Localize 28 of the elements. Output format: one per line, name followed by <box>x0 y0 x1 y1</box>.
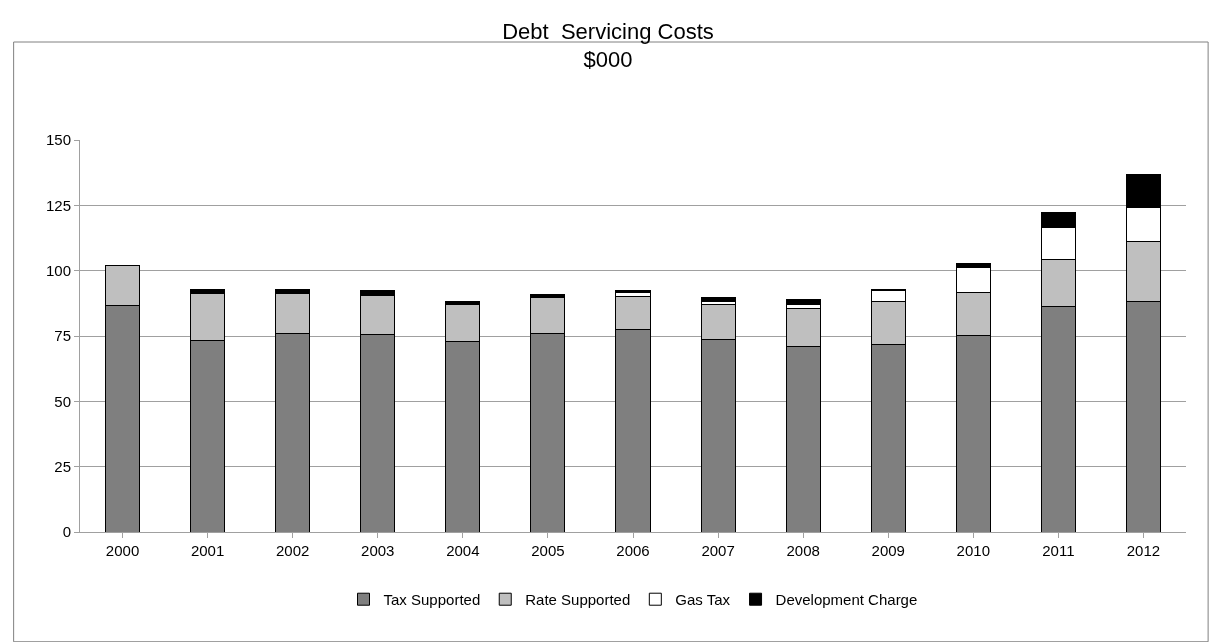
y-tick-label: 0 <box>62 523 71 541</box>
x-tick-label: 2010 <box>956 542 990 559</box>
chart-subtitle: $000 <box>583 47 633 73</box>
x-tick-label: 2003 <box>361 542 395 559</box>
bar <box>700 297 736 302</box>
y-tick-label: 75 <box>54 327 71 345</box>
y-tick-label: 50 <box>54 392 71 410</box>
legend-label: Gas Tax <box>675 591 731 609</box>
y-tick-label: 25 <box>54 457 71 475</box>
legend-label: Development Charge <box>775 591 918 609</box>
y-tick-label: 150 <box>45 131 71 149</box>
x-tick-label: 2012 <box>1126 542 1161 559</box>
x-tick-label: 2008 <box>786 542 820 559</box>
x-tick-label: 2001 <box>190 542 225 559</box>
legend-label: Rate Supported <box>525 591 631 609</box>
x-tick-label: 2007 <box>701 542 735 559</box>
x-tick-label: 2006 <box>616 542 650 559</box>
x-tick-label: 2000 <box>105 542 140 559</box>
legend-label: Tax Supported <box>383 591 481 609</box>
x-tick-label: 2004 <box>446 542 480 559</box>
y-tick-label: 100 <box>45 261 71 279</box>
x-tick-label: 2005 <box>531 542 565 559</box>
x-tick-label: 2011 <box>1042 542 1075 559</box>
chart-title: Debt Servicing Costs <box>502 18 714 44</box>
x-tick-label: 2009 <box>871 542 905 559</box>
x-tick-label: 2002 <box>276 542 310 559</box>
y-tick-label: 125 <box>45 196 71 214</box>
bar <box>785 298 821 305</box>
